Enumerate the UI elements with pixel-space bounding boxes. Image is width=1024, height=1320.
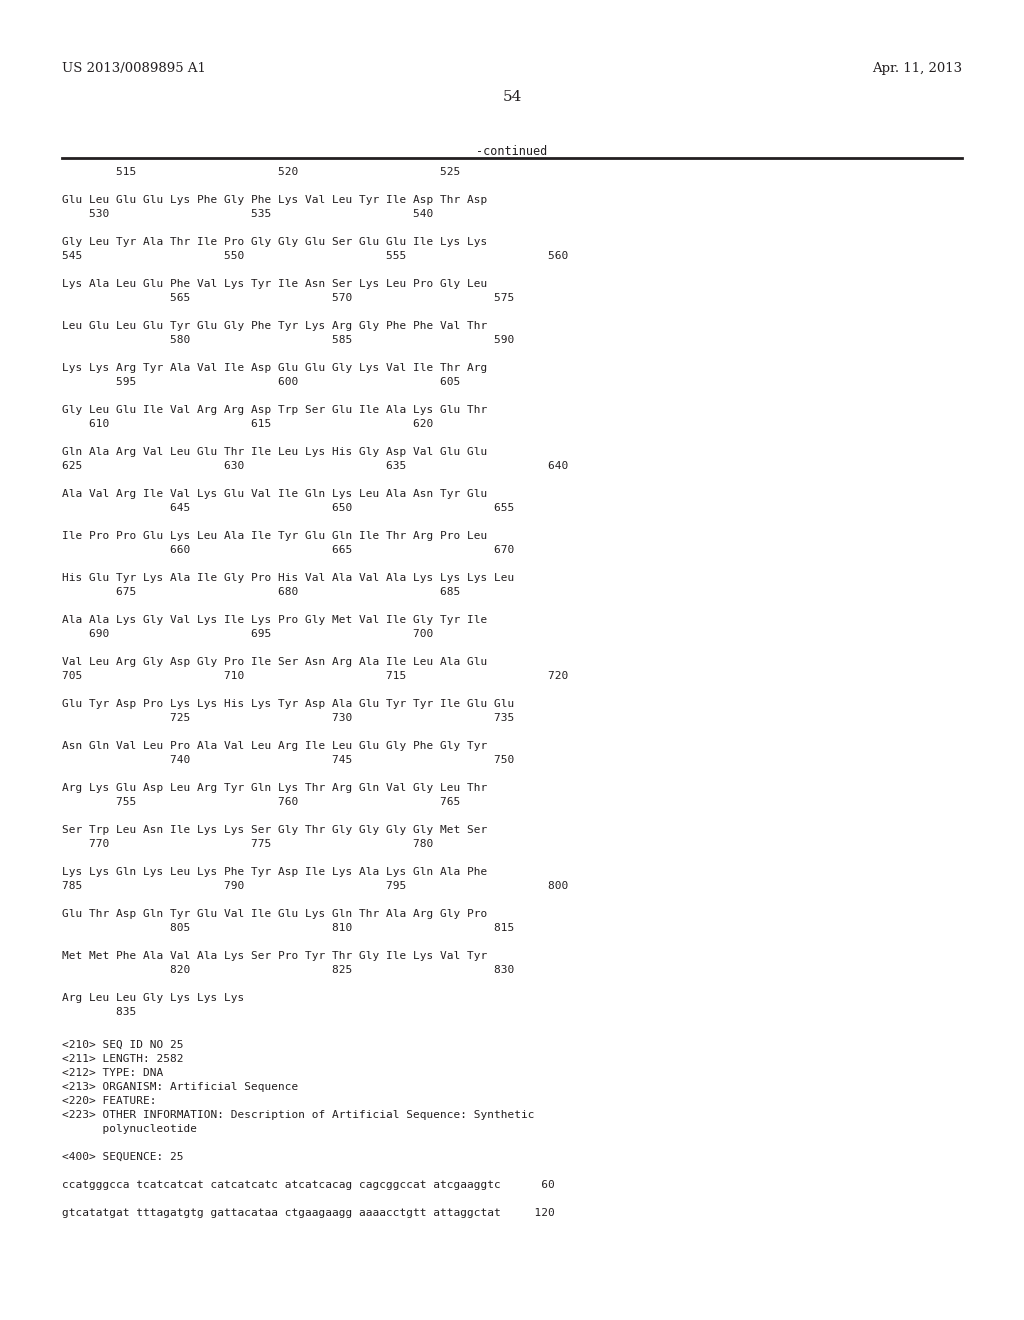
Text: Gly Leu Glu Ile Val Arg Arg Asp Trp Ser Glu Ile Ala Lys Glu Thr: Gly Leu Glu Ile Val Arg Arg Asp Trp Ser …: [62, 405, 487, 414]
Text: polynucleotide: polynucleotide: [62, 1125, 197, 1134]
Text: 805                     810                     815: 805 810 815: [62, 923, 514, 933]
Text: Lys Ala Leu Glu Phe Val Lys Tyr Ile Asn Ser Lys Leu Pro Gly Leu: Lys Ala Leu Glu Phe Val Lys Tyr Ile Asn …: [62, 279, 487, 289]
Text: His Glu Tyr Lys Ala Ile Gly Pro His Val Ala Val Ala Lys Lys Lys Leu: His Glu Tyr Lys Ala Ile Gly Pro His Val …: [62, 573, 514, 583]
Text: 660                     665                     670: 660 665 670: [62, 545, 514, 554]
Text: Asn Gln Val Leu Pro Ala Val Leu Arg Ile Leu Glu Gly Phe Gly Tyr: Asn Gln Val Leu Pro Ala Val Leu Arg Ile …: [62, 741, 487, 751]
Text: <211> LENGTH: 2582: <211> LENGTH: 2582: [62, 1053, 183, 1064]
Text: 755                     760                     765: 755 760 765: [62, 797, 460, 807]
Text: <213> ORGANISM: Artificial Sequence: <213> ORGANISM: Artificial Sequence: [62, 1082, 298, 1092]
Text: Glu Leu Glu Glu Lys Phe Gly Phe Lys Val Leu Tyr Ile Asp Thr Asp: Glu Leu Glu Glu Lys Phe Gly Phe Lys Val …: [62, 195, 487, 205]
Text: 625                     630                     635                     640: 625 630 635 640: [62, 461, 568, 471]
Text: 530                     535                     540: 530 535 540: [62, 209, 433, 219]
Text: <220> FEATURE:: <220> FEATURE:: [62, 1096, 157, 1106]
Text: <223> OTHER INFORMATION: Description of Artificial Sequence: Synthetic: <223> OTHER INFORMATION: Description of …: [62, 1110, 535, 1119]
Text: 820                     825                     830: 820 825 830: [62, 965, 514, 975]
Text: 54: 54: [503, 90, 521, 104]
Text: 770                     775                     780: 770 775 780: [62, 840, 433, 849]
Text: Ala Ala Lys Gly Val Lys Ile Lys Pro Gly Met Val Ile Gly Tyr Ile: Ala Ala Lys Gly Val Lys Ile Lys Pro Gly …: [62, 615, 487, 624]
Text: 610                     615                     620: 610 615 620: [62, 418, 433, 429]
Text: Gln Ala Arg Val Leu Glu Thr Ile Leu Lys His Gly Asp Val Glu Glu: Gln Ala Arg Val Leu Glu Thr Ile Leu Lys …: [62, 447, 487, 457]
Text: Ser Trp Leu Asn Ile Lys Lys Ser Gly Thr Gly Gly Gly Gly Met Ser: Ser Trp Leu Asn Ile Lys Lys Ser Gly Thr …: [62, 825, 487, 836]
Text: ccatgggcca tcatcatcat catcatcatc atcatcacag cagcggccat atcgaaggtc      60: ccatgggcca tcatcatcat catcatcatc atcatca…: [62, 1180, 555, 1191]
Text: 645                     650                     655: 645 650 655: [62, 503, 514, 513]
Text: Lys Lys Gln Lys Leu Lys Phe Tyr Asp Ile Lys Ala Lys Gln Ala Phe: Lys Lys Gln Lys Leu Lys Phe Tyr Asp Ile …: [62, 867, 487, 876]
Text: 580                     585                     590: 580 585 590: [62, 335, 514, 345]
Text: Glu Tyr Asp Pro Lys Lys His Lys Tyr Asp Ala Glu Tyr Tyr Ile Glu Glu: Glu Tyr Asp Pro Lys Lys His Lys Tyr Asp …: [62, 700, 514, 709]
Text: Arg Leu Leu Gly Lys Lys Lys: Arg Leu Leu Gly Lys Lys Lys: [62, 993, 245, 1003]
Text: Leu Glu Leu Glu Tyr Glu Gly Phe Tyr Lys Arg Gly Phe Phe Val Thr: Leu Glu Leu Glu Tyr Glu Gly Phe Tyr Lys …: [62, 321, 487, 331]
Text: <212> TYPE: DNA: <212> TYPE: DNA: [62, 1068, 163, 1078]
Text: Gly Leu Tyr Ala Thr Ile Pro Gly Gly Glu Ser Glu Glu Ile Lys Lys: Gly Leu Tyr Ala Thr Ile Pro Gly Gly Glu …: [62, 238, 487, 247]
Text: 705                     710                     715                     720: 705 710 715 720: [62, 671, 568, 681]
Text: 835: 835: [62, 1007, 136, 1016]
Text: 690                     695                     700: 690 695 700: [62, 630, 433, 639]
Text: Arg Lys Glu Asp Leu Arg Tyr Gln Lys Thr Arg Gln Val Gly Leu Thr: Arg Lys Glu Asp Leu Arg Tyr Gln Lys Thr …: [62, 783, 487, 793]
Text: 740                     745                     750: 740 745 750: [62, 755, 514, 766]
Text: gtcatatgat tttagatgtg gattacataa ctgaagaagg aaaacctgtt attaggctat     120: gtcatatgat tttagatgtg gattacataa ctgaaga…: [62, 1208, 555, 1218]
Text: 565                     570                     575: 565 570 575: [62, 293, 514, 304]
Text: <210> SEQ ID NO 25: <210> SEQ ID NO 25: [62, 1040, 183, 1049]
Text: -continued: -continued: [476, 145, 548, 158]
Text: 725                     730                     735: 725 730 735: [62, 713, 514, 723]
Text: Val Leu Arg Gly Asp Gly Pro Ile Ser Asn Arg Ala Ile Leu Ala Glu: Val Leu Arg Gly Asp Gly Pro Ile Ser Asn …: [62, 657, 487, 667]
Text: <400> SEQUENCE: 25: <400> SEQUENCE: 25: [62, 1152, 183, 1162]
Text: Lys Lys Arg Tyr Ala Val Ile Asp Glu Glu Gly Lys Val Ile Thr Arg: Lys Lys Arg Tyr Ala Val Ile Asp Glu Glu …: [62, 363, 487, 374]
Text: 595                     600                     605: 595 600 605: [62, 378, 460, 387]
Text: 515                     520                     525: 515 520 525: [62, 168, 460, 177]
Text: Met Met Phe Ala Val Ala Lys Ser Pro Tyr Thr Gly Ile Lys Val Tyr: Met Met Phe Ala Val Ala Lys Ser Pro Tyr …: [62, 950, 487, 961]
Text: 675                     680                     685: 675 680 685: [62, 587, 460, 597]
Text: 545                     550                     555                     560: 545 550 555 560: [62, 251, 568, 261]
Text: US 2013/0089895 A1: US 2013/0089895 A1: [62, 62, 206, 75]
Text: Apr. 11, 2013: Apr. 11, 2013: [871, 62, 962, 75]
Text: Ala Val Arg Ile Val Lys Glu Val Ile Gln Lys Leu Ala Asn Tyr Glu: Ala Val Arg Ile Val Lys Glu Val Ile Gln …: [62, 488, 487, 499]
Text: 785                     790                     795                     800: 785 790 795 800: [62, 880, 568, 891]
Text: Glu Thr Asp Gln Tyr Glu Val Ile Glu Lys Gln Thr Ala Arg Gly Pro: Glu Thr Asp Gln Tyr Glu Val Ile Glu Lys …: [62, 909, 487, 919]
Text: Ile Pro Pro Glu Lys Leu Ala Ile Tyr Glu Gln Ile Thr Arg Pro Leu: Ile Pro Pro Glu Lys Leu Ala Ile Tyr Glu …: [62, 531, 487, 541]
